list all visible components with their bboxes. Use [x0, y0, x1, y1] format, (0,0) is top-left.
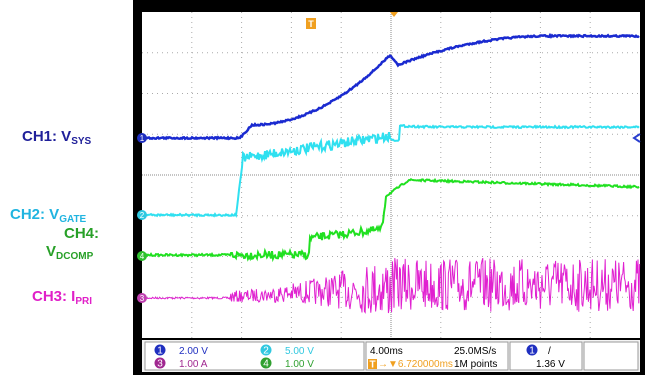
ch2-badge	[260, 344, 272, 356]
ch4-label-line1: CH4:	[64, 225, 99, 242]
trigger-level-marker	[632, 133, 641, 143]
channel-box	[144, 341, 365, 371]
ch1-wave	[141, 32, 640, 141]
ch2-marker-text: 2	[140, 211, 145, 220]
ch1-marker	[137, 133, 147, 143]
ch3-badge-text: 3	[157, 359, 163, 370]
ch2-label-main: CH2: V	[10, 206, 59, 223]
trigger-pos: →▼6.720000ms	[378, 359, 453, 370]
ch4-marker	[137, 251, 147, 261]
ch2-label: CH2: VGATE	[10, 206, 87, 225]
record-length: 1M points	[454, 359, 497, 370]
ch4-scale: 1.00 V	[285, 359, 314, 370]
ch1-label: CH1: VSYS	[22, 128, 92, 147]
grid	[142, 12, 640, 338]
channel-markers: 1 2 4 3	[137, 133, 147, 303]
trig-level: 1.36 V	[536, 359, 565, 370]
ch1-label-main: CH1: V	[22, 128, 71, 145]
ch4-marker-text: 4	[140, 252, 145, 261]
ch1-badge-text: 1	[157, 346, 163, 357]
ch2-marker	[137, 210, 147, 220]
ch3-marker-text: 3	[140, 294, 145, 303]
ch2-badge-text: 2	[263, 346, 269, 357]
trigger-icon	[368, 359, 377, 369]
ch4-label-sub: DCOMP	[56, 251, 94, 262]
trig-slope: /	[548, 346, 551, 357]
ch3-marker	[137, 293, 147, 303]
ch4-label-main: V	[46, 243, 56, 260]
ch3-badge	[154, 357, 166, 369]
waveforms	[141, 32, 641, 314]
ch1-badge	[154, 344, 166, 356]
trigger-marker	[306, 18, 316, 29]
ch1-scale: 2.00 V	[179, 346, 208, 357]
ch1-label-sub: SYS	[71, 136, 91, 147]
trigger-marker-text: T	[308, 19, 314, 29]
ch3-label-main: CH3: I	[32, 288, 75, 305]
trigger-pos-marker	[390, 12, 398, 17]
ch1-marker-text: 1	[140, 134, 145, 143]
status-bar: 1 2.00 V 3 1.00 A 2 5.00 V 4 1.00 V 4.00…	[142, 340, 640, 372]
ch3-scale: 1.00 A	[179, 359, 208, 370]
ch2-wave	[141, 124, 640, 218]
trigger-box	[509, 341, 583, 371]
ch3-label: CH3: IPRI	[32, 288, 92, 307]
timebase: 4.00ms	[370, 346, 403, 357]
ch2-label-sub: GATE	[59, 214, 86, 225]
ch2-scale: 5.00 V	[285, 346, 314, 357]
trig-src-badge	[526, 344, 538, 356]
ch4-label: VDCOMP	[46, 243, 94, 262]
ch4-wave	[141, 177, 640, 263]
sample-rate: 25.0MS/s	[454, 346, 496, 357]
blank-box	[583, 341, 639, 371]
timebase-box	[365, 341, 509, 371]
trigger-icon-text: T	[369, 360, 375, 371]
ch4-badge	[260, 357, 272, 369]
trig-src: 1	[529, 346, 535, 357]
ch4-badge-text: 4	[263, 359, 269, 370]
ch3-label-sub: PRI	[75, 296, 92, 307]
ch3-wave	[141, 257, 641, 314]
